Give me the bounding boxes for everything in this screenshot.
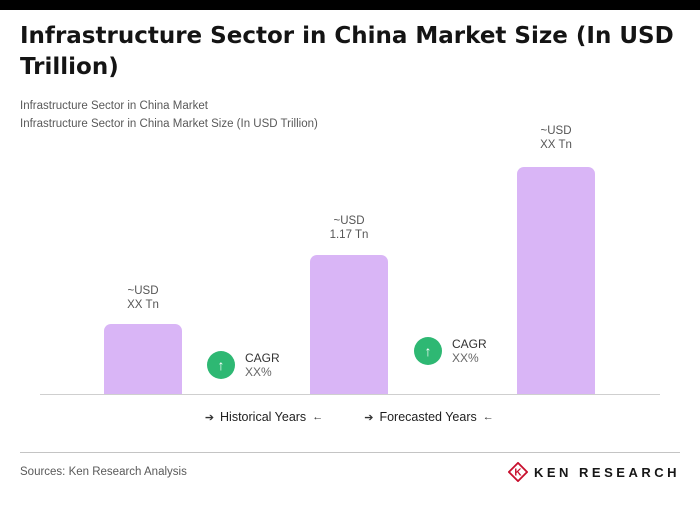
bar-historical <box>104 324 182 395</box>
left-arrow-icon: ← <box>312 411 324 423</box>
cagr-label: CAGR <box>452 337 487 351</box>
bar-value-label-forecast: ~USD XX Tn <box>486 124 626 152</box>
up-arrow-glyph: ↑ <box>424 343 432 359</box>
label-line: ~USD <box>127 285 159 297</box>
cagr-up-arrow-icon: ↑ <box>207 351 235 379</box>
label-line: XX Tn <box>540 139 572 151</box>
footer-divider <box>20 452 680 453</box>
label-line: ~USD <box>540 125 572 137</box>
cagr-value: XX% <box>452 351 479 365</box>
top-accent-bar <box>0 0 700 10</box>
ken-research-logo-icon: K <box>507 462 528 482</box>
x-group-label: Forecasted Years <box>379 410 477 424</box>
bar-base-year <box>310 255 388 395</box>
ken-research-logo: K KEN RESEARCH <box>507 462 680 482</box>
source-text: Sources: Ken Research Analysis <box>20 466 187 478</box>
label-line: XX Tn <box>127 299 159 311</box>
cagr-annotation-2: CAGR XX% <box>452 337 487 365</box>
right-arrow-icon: ➔ <box>364 411 374 424</box>
bar-value-label-historical: ~USD XX Tn <box>73 284 213 312</box>
chart-subtitle-2: Infrastructure Sector in China Market Si… <box>20 118 318 130</box>
page-title: Infrastructure Sector in China Market Si… <box>20 23 674 80</box>
logo-letter: K <box>514 468 522 479</box>
cagr-label: CAGR <box>245 351 280 365</box>
chart-subtitle-1: Infrastructure Sector in China Market <box>20 100 208 112</box>
x-group-forecasted-years: ➔ Forecasted Years ← <box>364 410 494 424</box>
cagr-value: XX% <box>245 365 272 379</box>
label-line: ~USD <box>333 215 365 227</box>
label-line: 1.17 Tn <box>329 229 369 241</box>
bar-forecast <box>517 167 595 395</box>
up-arrow-glyph: ↑ <box>217 357 225 373</box>
x-group-historical-years: ➔ Historical Years ← <box>205 410 323 424</box>
right-arrow-icon: ➔ <box>204 411 215 424</box>
x-group-label: Historical Years <box>220 410 307 424</box>
bar-value-label-base: ~USD 1.17 Tn <box>279 214 419 242</box>
x-axis-line <box>40 394 660 395</box>
cagr-annotation-1: CAGR XX% <box>245 351 280 379</box>
logo-text: KEN RESEARCH <box>533 464 680 480</box>
left-arrow-icon: ← <box>482 411 494 423</box>
cagr-up-arrow-icon: ↑ <box>414 337 442 365</box>
